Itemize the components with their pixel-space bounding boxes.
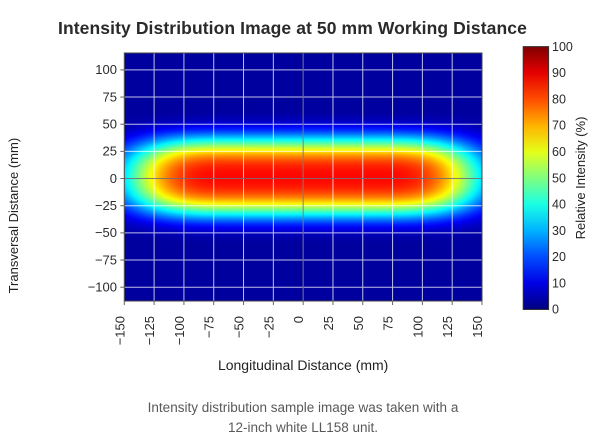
- svg-text:−25: −25: [95, 198, 117, 213]
- svg-text:−50: −50: [232, 316, 247, 338]
- svg-text:Longitudinal Distance (mm): Longitudinal Distance (mm): [218, 357, 388, 373]
- svg-text:25: 25: [321, 316, 336, 330]
- svg-text:0: 0: [552, 303, 559, 317]
- svg-text:60: 60: [552, 145, 566, 159]
- svg-text:40: 40: [552, 198, 566, 212]
- svg-text:10: 10: [552, 277, 566, 291]
- svg-text:0: 0: [110, 171, 117, 186]
- svg-text:50: 50: [552, 171, 566, 185]
- svg-text:125: 125: [440, 316, 455, 338]
- svg-text:−75: −75: [202, 316, 217, 338]
- svg-text:100: 100: [552, 40, 573, 54]
- svg-text:50: 50: [103, 117, 117, 132]
- svg-text:−50: −50: [95, 225, 117, 240]
- svg-text:25: 25: [103, 144, 117, 159]
- svg-text:−25: −25: [261, 316, 276, 338]
- svg-text:50: 50: [351, 316, 366, 330]
- svg-text:30: 30: [552, 224, 566, 238]
- svg-text:90: 90: [552, 66, 566, 80]
- svg-text:0: 0: [291, 316, 306, 323]
- svg-text:Transversal Distance (mm): Transversal Distance (mm): [6, 138, 21, 294]
- svg-text:−125: −125: [142, 316, 157, 345]
- svg-text:−150: −150: [112, 316, 127, 345]
- svg-text:75: 75: [103, 89, 117, 104]
- svg-text:−75: −75: [95, 252, 117, 267]
- svg-text:100: 100: [95, 62, 117, 77]
- svg-text:−100: −100: [88, 280, 117, 295]
- svg-text:75: 75: [381, 316, 396, 330]
- svg-text:70: 70: [552, 119, 566, 133]
- svg-text:−100: −100: [172, 316, 187, 345]
- svg-text:Relative Intensity (%): Relative Intensity (%): [573, 117, 588, 240]
- svg-text:80: 80: [552, 92, 566, 106]
- svg-text:150: 150: [470, 316, 485, 338]
- svg-text:20: 20: [552, 250, 566, 264]
- svg-text:100: 100: [410, 316, 425, 338]
